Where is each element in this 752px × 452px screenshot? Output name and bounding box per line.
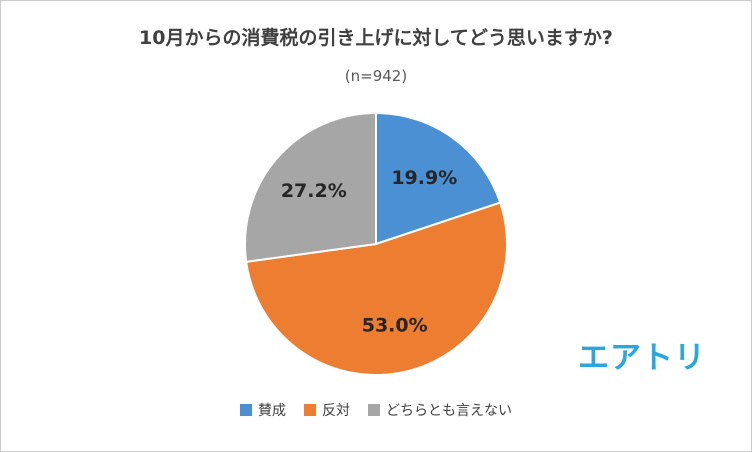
legend-item-1: 反対 [304,400,350,420]
legend-item-0: 賛成 [240,400,286,420]
pie-data-label-0: 19.9% [391,167,457,189]
pie-data-label-1: 53.0% [362,314,428,336]
chart-title: 10月からの消費税の引き上げに対してどう思いますか? [139,27,613,49]
legend-label-2: どちらとも言えない [386,403,512,419]
brand-logo: エアトリ [578,340,706,376]
pie-slice-2 [244,111,377,263]
legend-label-1: 反対 [322,403,350,419]
pie-chart: 19.9% 53.0% 27.2% [233,101,519,391]
pie-slice-1 [245,201,508,376]
pie-slice-0 [375,111,502,246]
legend: 賛成 反対 どちらとも言えない [1,400,751,420]
legend-label-0: 賛成 [258,403,286,419]
legend-swatch-2 [368,404,380,416]
legend-item-2: どちらとも言えない [368,400,512,420]
legend-swatch-1 [304,404,316,416]
pie-svg: 19.9% 53.0% 27.2% [244,111,508,376]
legend-swatch-0 [240,404,252,416]
pie-data-label-2: 27.2% [281,180,347,202]
sample-size-label: (n=942) [344,67,408,85]
